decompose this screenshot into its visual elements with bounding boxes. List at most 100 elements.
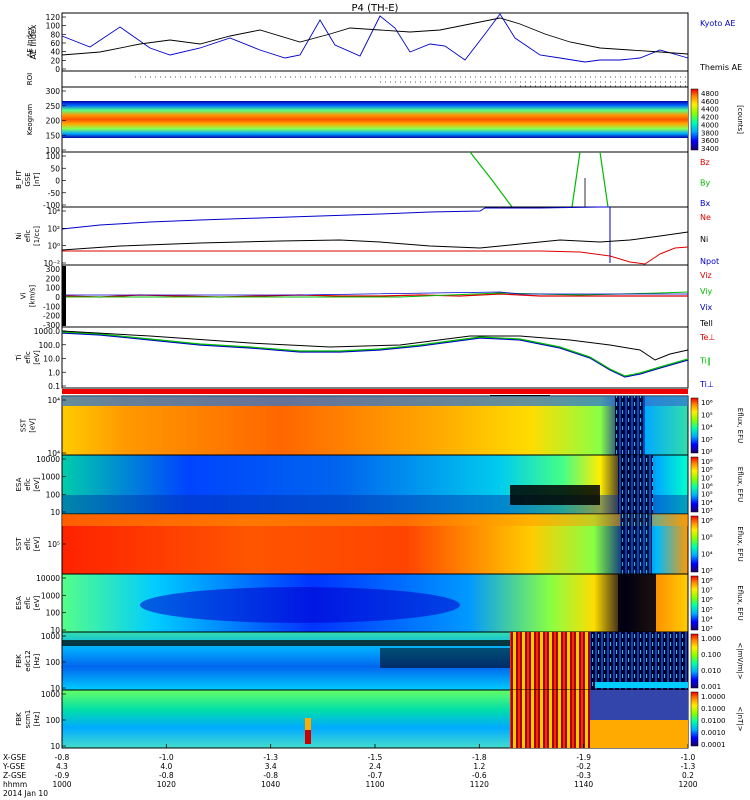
esa_i-ylabel-0: ESA: [15, 596, 23, 610]
fbk1-ytick-1: 100: [46, 658, 61, 667]
fbk2-cb-label-0: 1.0000: [701, 693, 726, 701]
ne-line: [62, 246, 689, 265]
npot-line: [61, 206, 610, 230]
vi-ytick-5: -200: [43, 312, 60, 321]
fbk1-cb-label-1: 0.100: [701, 651, 721, 659]
ti-ytick-4: 0.1: [48, 382, 60, 391]
sst_i-ylabel-0: SST: [15, 537, 23, 551]
vi-ytick-2: 100: [46, 284, 61, 293]
esa_i-cb-label-5: 10³: [701, 625, 713, 633]
esa_i-cb-label-4: 10⁴: [701, 615, 713, 623]
by-line: [469, 151, 513, 208]
xaxis-col-0-row-3: 1000: [52, 780, 71, 789]
esa-e-panel: [61, 454, 689, 515]
fbk1-ytick-0: 1000: [41, 632, 60, 641]
xaxis-col-0-row-2: -0.9: [55, 771, 70, 780]
ae-ytick-3: 60: [50, 39, 60, 48]
xaxis-col-1-row-3: 1020: [157, 780, 176, 789]
sst_e-cb-unit: Eflux, EFU: [736, 408, 744, 443]
keogram-ytick-2: 200: [46, 117, 61, 126]
ni-ylabel-0: Ni: [15, 232, 23, 239]
bfit-ytick-3: -50: [48, 189, 60, 198]
ti-ylabel-2: [eV]: [33, 350, 41, 365]
esa_e-ylabel-1: eflc: [24, 478, 32, 491]
fbk2-cb-label-4: 0.0001: [701, 741, 726, 749]
sst_i-cb-label-2: 10⁴: [701, 550, 713, 558]
vi-ylabel-0: Vi: [20, 293, 28, 300]
ti-lines: [61, 332, 689, 378]
keogram-ytick-1: 250: [46, 102, 61, 111]
xaxis-col-2-row-0: -1.3: [263, 753, 278, 762]
xaxis-col-2-row-3: 1040: [261, 780, 280, 789]
esa_e-cb-label-1: 10⁸: [701, 466, 713, 474]
esa_e-ylabel-2: [eV]: [33, 477, 41, 492]
svg-text:AE Index: AE Index: [29, 24, 38, 59]
fbk1-ylabel-2: [Hz]: [33, 654, 41, 669]
ti-ylabel-0: Ti: [15, 354, 23, 361]
ti-legend-2: Ti⊥: [699, 380, 714, 389]
xaxis-col-0-row-1: 4.3: [56, 762, 68, 771]
fbk2-cb-label-3: 0.0010: [701, 729, 726, 737]
ae-ytick-6: 0: [55, 65, 60, 74]
xaxis-row-label-3: hhmm: [3, 780, 27, 789]
esa_i-cb-label-0: 10⁸: [701, 577, 713, 585]
xaxis-col-1-row-1: 4.0: [160, 762, 172, 771]
sst-e-panel: [61, 395, 689, 456]
bfit-legend-1: By: [700, 179, 710, 188]
bfit-ytick-2: 0: [55, 177, 60, 186]
bfit-legend-0: Bz: [700, 158, 710, 167]
ni-ytick-2: 10⁰: [47, 242, 60, 251]
esa_e-cb-unit: Eflux, EFU: [736, 467, 744, 502]
sst-i-panel: [61, 513, 689, 575]
fbk2-cb-label-1: 0.1000: [701, 705, 726, 713]
y-tick-labels: 120100806040200300250200150100100500-50-…: [34, 13, 66, 751]
sst_i-cb-label-1: 10⁵: [701, 534, 713, 542]
esa_i-cb-label-2: 10⁶: [701, 596, 713, 604]
xaxis-col-3-row-1: 2.4: [369, 762, 381, 771]
xaxis-col-3-row-2: -0.7: [368, 771, 383, 780]
xaxis-row-label-0: X-GSE: [3, 753, 26, 762]
bfit-ytick-4: -100: [43, 201, 60, 210]
esa_e-cb-label-0: 10⁹: [701, 458, 713, 466]
xaxis-col-1-row-2: -0.8: [159, 771, 174, 780]
keogram-ylabel-0: Keogram: [26, 104, 34, 135]
ni-ytick-1: 10²: [47, 224, 60, 233]
fbk2-colorbar: [690, 691, 699, 747]
esa_e-ylabel-0: ESA: [15, 477, 23, 491]
sst_e-cb-label-4: 10²: [701, 448, 713, 456]
xaxis-col-4-row-3: 1120: [470, 780, 489, 789]
ti-legend-0: Te⊥: [699, 333, 715, 342]
ae-ylabel: AE Index: [29, 24, 38, 59]
ti-ytick-1: 100.0: [39, 341, 61, 350]
sst_e-cb-label-3: 10³: [701, 436, 713, 444]
fbk2-ytick-2: 10: [50, 742, 60, 751]
vi-ylabel-1: [km/s]: [29, 285, 37, 308]
sst_e-colorbar: [690, 397, 699, 454]
ti-ytick-0: 1000.0: [34, 327, 60, 336]
fbk1-ytick-2: 10: [50, 684, 60, 693]
sst_i-ytick-0: 10⁵: [47, 540, 60, 549]
esa_i-ytick-1: 1000: [41, 591, 60, 600]
sst_e-ylabel-1: [eV]: [29, 418, 37, 433]
xaxis-col-3-row-0: -1.5: [368, 753, 383, 762]
bfit-ylabel-2: [nT]: [33, 172, 41, 186]
fbk1-cb-label-2: 0.010: [701, 667, 721, 675]
bfit-ytick-1: 50: [50, 164, 60, 173]
vi-ytick-4: -100: [43, 302, 60, 311]
vi-ytick-1: 200: [46, 274, 61, 283]
xaxis-col-5-row-1: -0.2: [576, 762, 591, 771]
xaxis-col-2-row-2: -0.8: [263, 771, 278, 780]
fbk2-cb-label-2: 0.0100: [701, 717, 726, 725]
sst_e-ytick-1: 10⁴: [47, 449, 60, 458]
ae-ytick-1: 100: [46, 22, 61, 31]
keogram-cb-label-3: 4200: [701, 114, 719, 122]
keogram-ytick-0: 300: [46, 87, 61, 96]
vi-legend-0: Viz: [700, 271, 712, 280]
ni-ytick-0: 10⁴: [47, 207, 60, 216]
vi-ytick-3: 0: [55, 293, 60, 302]
ae-ylabel-0: AE Index: [26, 27, 34, 58]
themis-ae-line: [61, 17, 689, 56]
